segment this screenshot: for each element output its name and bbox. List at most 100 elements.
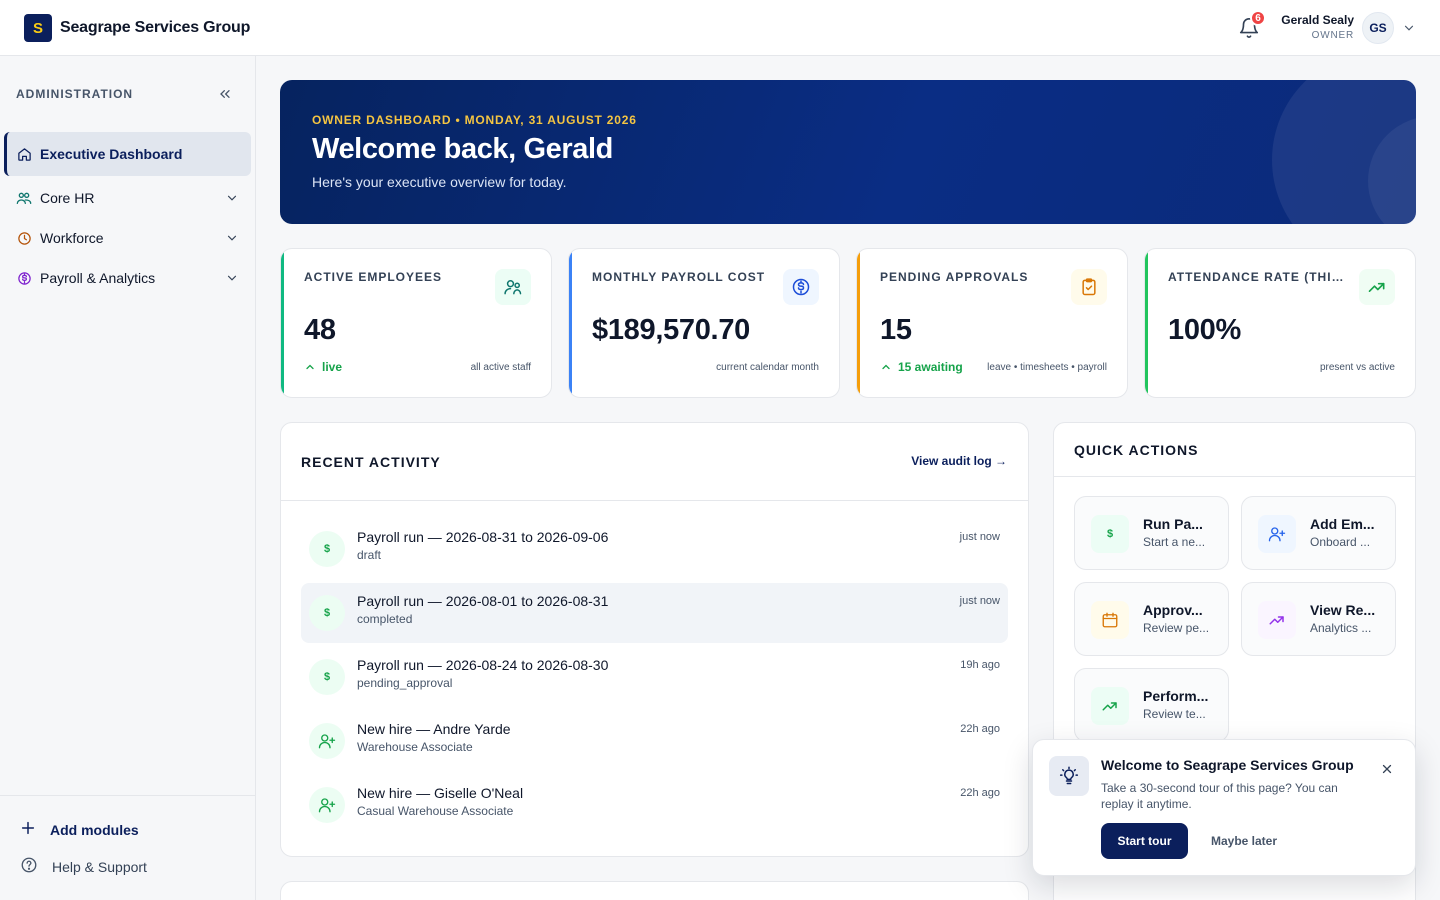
activity-time: just now (959, 595, 1000, 607)
activity-title: Payroll run — 2026-08-01 to 2026-08-31 (357, 593, 609, 609)
quick-action-subtitle: Review te... (1143, 707, 1206, 721)
brand-logo: S (24, 14, 52, 42)
activity-title: Payroll run — 2026-08-24 to 2026-08-30 (357, 657, 609, 673)
kpi-note: current calendar month (716, 362, 819, 373)
quick-action-subtitle: Start a ne... (1143, 535, 1206, 549)
activity-row[interactable]: $ Payroll run — 2026-08-31 to 2026-09-06… (301, 519, 1008, 579)
kpi-label: ACTIVE EMPLOYEES (304, 270, 443, 284)
activity-row[interactable]: New hire — Andre Yarde Warehouse Associa… (301, 711, 1008, 771)
activity-status: completed (357, 612, 413, 626)
kpi-note: present vs active (1319, 362, 1395, 373)
dollar-icon: $ (309, 659, 345, 695)
lightbulb-icon (1049, 756, 1089, 796)
activity-time: 22h ago (960, 787, 1000, 799)
sidebar: ADMINISTRATION Executive Dashboard Core … (0, 56, 256, 900)
trending-up-icon (1091, 687, 1129, 725)
collapse-sidebar-icon[interactable] (214, 85, 236, 103)
kpi-trend: live (304, 360, 342, 374)
activity-status: draft (357, 548, 382, 562)
chevron-down-icon[interactable] (1402, 21, 1416, 35)
view-audit-log-link[interactable]: View audit log → (911, 454, 1007, 468)
activity-time: just now (959, 531, 1000, 543)
activity-status: pending_approval (357, 676, 453, 690)
trending-up-icon (1258, 601, 1296, 639)
quick-action-title: Run Pa... (1143, 516, 1203, 532)
kpi-card-attendance-rate[interactable]: ATTENDANCE RATE (THIS ... 100% present v… (1144, 248, 1416, 398)
activity-row[interactable]: $ Payroll run — 2026-08-01 to 2026-08-31… (301, 583, 1008, 643)
kpi-accent-bar (1145, 249, 1148, 397)
chevron-down-icon (225, 191, 239, 205)
kpi-value: $189,570.70 (592, 314, 750, 346)
user-plus-icon (309, 723, 345, 759)
kpi-note: all active staff (470, 362, 531, 373)
sidebar-item-label: Payroll & Analytics (40, 270, 156, 286)
bell-icon[interactable] (1238, 17, 1260, 39)
page-title: Welcome back, Gerald (312, 133, 613, 165)
kpi-accent-bar (857, 249, 860, 397)
quick-action-subtitle: Onboard ... (1310, 535, 1371, 549)
add-modules-label: Add modules (50, 821, 139, 838)
kpi-trend-label: live (322, 360, 343, 374)
tour-popup: Welcome to Seagrape Services Group Take … (1032, 739, 1416, 876)
hero-subtitle: Here's your executive overview for today… (312, 174, 567, 190)
add-modules-button[interactable]: Add modules (20, 820, 139, 839)
trending-up-icon (1359, 269, 1395, 305)
people-icon (16, 190, 32, 206)
kpi-value: 100% (1168, 314, 1241, 346)
sidebar-item-label: Workforce (40, 230, 104, 246)
plus-icon (20, 820, 36, 839)
avatar[interactable]: GS (1362, 12, 1394, 44)
notification-badge: 6 (1250, 10, 1266, 26)
kpi-card-active-employees[interactable]: ACTIVE EMPLOYEES 48 live all active staf… (280, 248, 552, 398)
chevron-down-icon (225, 271, 239, 285)
tour-text: Take a 30-second tour of this page? You … (1101, 781, 1338, 811)
quick-action-subtitle: Analytics ... (1310, 621, 1372, 635)
recent-activity-card: RECENT ACTIVITY View audit log → $ Payro… (280, 422, 1029, 857)
user-role: OWNER (1311, 30, 1354, 41)
kpi-note: leave • timesheets • payroll (987, 362, 1107, 373)
user-name[interactable]: Gerald Sealy (1281, 13, 1354, 27)
brand[interactable]: S Seagrape Services Group (24, 14, 250, 42)
chevron-up-icon (306, 364, 314, 370)
kpi-card-pending-approvals[interactable]: PENDING APPROVALS 15 15 awaiting leave •… (856, 248, 1128, 398)
user-plus-icon (1258, 515, 1296, 553)
start-tour-button[interactable]: Start tour (1101, 823, 1188, 859)
kpi-label: ATTENDANCE RATE (THIS ... (1168, 270, 1350, 284)
kpi-label: PENDING APPROVALS (880, 270, 1029, 284)
quick-action-performance[interactable]: Perform... Review te... (1074, 668, 1229, 742)
sidebar-item-payroll-analytics[interactable]: Payroll & Analytics (4, 256, 251, 300)
activity-time: 19h ago (960, 659, 1000, 671)
kpi-trend-label: 15 awaiting (898, 360, 963, 374)
sidebar-divider (0, 795, 256, 796)
user-plus-icon (309, 787, 345, 823)
quick-action-approvals[interactable]: Approv... Review pe... (1074, 582, 1229, 656)
quick-action-view-reports[interactable]: View Re... Analytics ... (1241, 582, 1396, 656)
activity-status: Casual Warehouse Associate (357, 804, 514, 818)
quick-action-title: Add Em... (1310, 516, 1375, 532)
welcome-banner: OWNER DASHBOARD • MONDAY, 31 AUGUST 2026… (280, 80, 1416, 224)
close-icon[interactable] (1378, 760, 1396, 778)
sidebar-item-core-hr[interactable]: Core HR (4, 176, 251, 220)
activity-status: Warehouse Associate (357, 740, 473, 754)
activity-row[interactable]: $ Payroll run — 2026-08-24 to 2026-08-30… (301, 647, 1008, 707)
quick-action-title: Perform... (1143, 688, 1209, 704)
quick-action-run-payroll[interactable]: $ Run Pa... Start a ne... (1074, 496, 1229, 570)
kpi-accent-bar (569, 249, 572, 397)
sidebar-item-executive-dashboard[interactable]: Executive Dashboard (4, 132, 251, 176)
chevron-up-icon (882, 364, 890, 370)
kpi-card-monthly-payroll[interactable]: MONTHLY PAYROLL COST $189,570.70 current… (568, 248, 840, 398)
help-support-link[interactable]: Help & Support (20, 856, 147, 877)
next-section-card (280, 881, 1029, 900)
maybe-later-button[interactable]: Maybe later (1199, 823, 1289, 859)
help-label: Help & Support (52, 858, 147, 875)
divider (1054, 476, 1415, 477)
calendar-icon (1091, 601, 1129, 639)
sidebar-item-workforce[interactable]: Workforce (4, 216, 251, 260)
quick-action-title: Approv... (1143, 602, 1203, 618)
activity-row[interactable]: New hire — Giselle O'Neal Casual Warehou… (301, 775, 1008, 835)
quick-action-add-employee[interactable]: Add Em... Onboard ... (1241, 496, 1396, 570)
quick-action-subtitle: Review pe... (1143, 621, 1210, 635)
sidebar-item-label: Core HR (40, 190, 95, 206)
kpi-trend: 15 awaiting (880, 360, 963, 374)
dollar-icon: $ (309, 531, 345, 567)
